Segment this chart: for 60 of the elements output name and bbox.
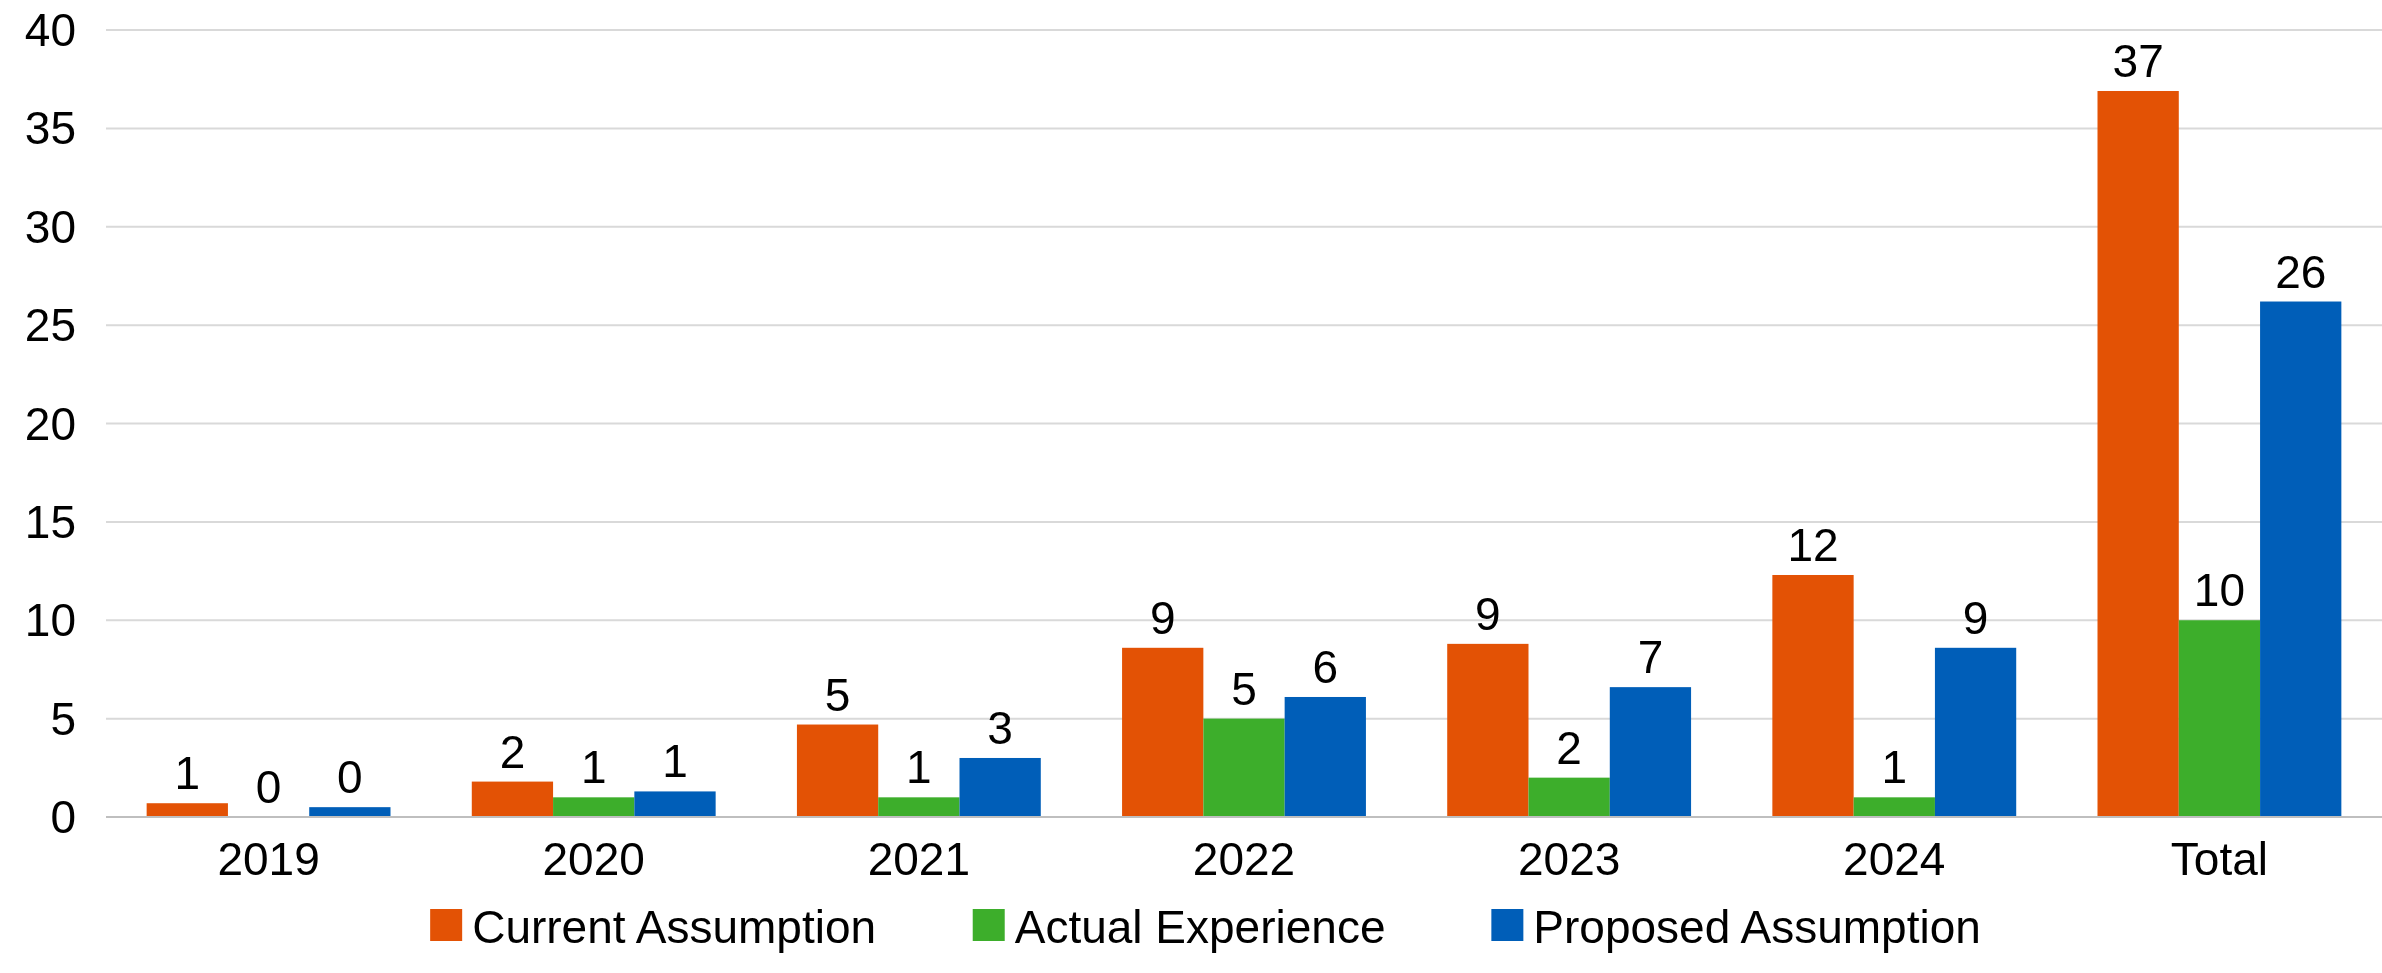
x-tick-label: 2023 — [1517, 833, 1621, 885]
bar — [553, 797, 635, 817]
bar — [959, 757, 1041, 817]
x-tick-label: Total — [2170, 833, 2269, 885]
bar — [2260, 301, 2342, 817]
y-tick-label: 0 — [50, 791, 76, 844]
x-tick-label: 2024 — [1843, 833, 1946, 885]
y-tick-label: 15 — [24, 495, 76, 548]
data-label: 26 — [2275, 245, 2327, 298]
data-label: 2 — [499, 725, 526, 778]
bar — [471, 781, 554, 817]
y-tick-label: 20 — [24, 397, 76, 450]
bar — [1853, 797, 1935, 817]
data-label: 9 — [1962, 591, 1989, 644]
y-tick-label: 10 — [24, 594, 76, 647]
x-tick-label: 2021 — [867, 833, 971, 885]
data-label: 1 — [1881, 741, 1908, 794]
bar — [146, 803, 228, 817]
y-tick-label: 40 — [24, 4, 76, 57]
legend-label: Current Assumption — [472, 901, 877, 953]
y-tick-label: 25 — [24, 299, 76, 352]
data-label: 0 — [255, 761, 282, 813]
data-label: 6 — [1312, 640, 1339, 693]
data-label: 5 — [824, 668, 851, 721]
bar — [1122, 647, 1204, 817]
data-label: 1 — [174, 747, 201, 800]
bar — [634, 791, 716, 817]
x-tick-label: 2022 — [1192, 833, 1296, 885]
data-label: 10 — [2193, 564, 2246, 617]
data-label: 3 — [987, 701, 1013, 754]
data-label: 37 — [2112, 34, 2164, 87]
bar — [2097, 90, 2179, 817]
data-label: 5 — [1231, 662, 1257, 715]
data-label: 2 — [1556, 721, 1582, 774]
data-label: 12 — [1787, 519, 1839, 571]
x-tick-label: 2020 — [542, 833, 645, 885]
data-label: 1 — [662, 735, 688, 788]
data-label: 0 — [337, 751, 363, 804]
y-tick-label: 30 — [24, 200, 76, 253]
bar — [796, 724, 879, 817]
bar — [2178, 620, 2261, 817]
data-label: 9 — [1475, 587, 1501, 640]
bar — [1528, 777, 1610, 817]
bar — [1284, 696, 1366, 817]
bar — [309, 807, 391, 817]
x-tick-label: 2019 — [217, 833, 320, 885]
bar — [1609, 687, 1692, 817]
bar — [1447, 643, 1529, 817]
legend-label: Proposed Assumption — [1533, 901, 1981, 953]
legend-label: Actual Experience — [1014, 901, 1386, 953]
bar — [1934, 647, 2017, 817]
y-tick-label: 35 — [24, 102, 76, 155]
data-label: 1 — [906, 741, 932, 794]
y-tick-label: 5 — [50, 692, 76, 745]
data-label: 1 — [580, 741, 607, 794]
bar — [878, 797, 960, 817]
bar — [1203, 718, 1285, 817]
data-label: 9 — [1149, 591, 1176, 644]
bar — [1772, 575, 1854, 817]
data-label: 7 — [1637, 631, 1664, 684]
